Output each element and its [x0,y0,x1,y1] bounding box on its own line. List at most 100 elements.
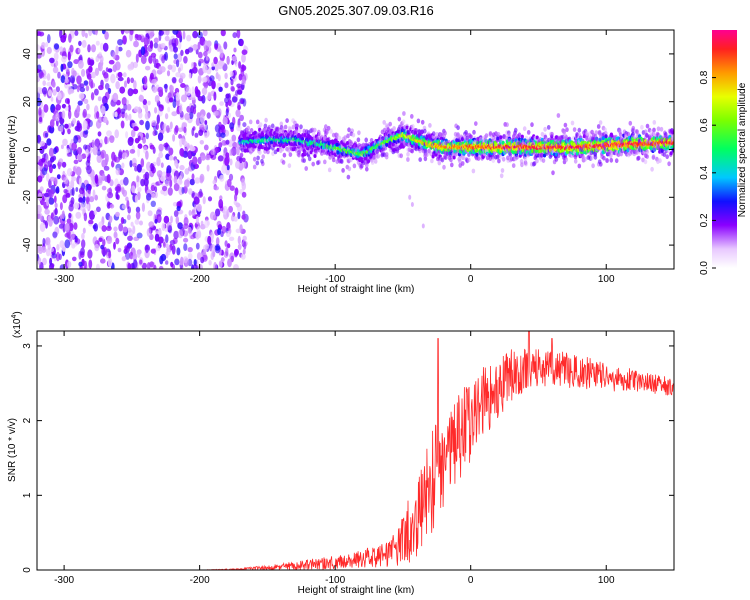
noise-speckle [175,215,179,225]
noise-speckle [78,261,83,267]
noise-speckle [127,206,131,214]
noise-speckle [226,164,230,171]
ridge-halo [398,124,402,130]
noise-speckle [242,122,247,128]
noise-speckle [130,221,134,227]
noise-speckle [138,94,144,102]
noise-speckle [61,55,67,63]
ridge-halo [273,149,278,155]
noise-speckle [158,30,164,37]
noise-speckle [56,244,60,251]
noise-speckle [123,176,129,186]
ridge-halo [307,156,312,162]
noise-speckle [134,166,138,172]
noise-speckle [158,152,164,159]
ridge-halo [515,154,519,160]
noise-speckle [231,134,237,142]
noise-speckle [166,125,170,134]
noise-speckle [117,247,122,253]
ridge-halo [507,132,511,138]
noise-speckle [60,75,66,84]
ridge-halo [565,127,569,133]
noise-speckle [88,259,93,269]
noise-speckle [178,105,183,114]
ridge-halo [239,152,244,158]
noise-speckle [219,174,225,182]
noise-speckle [151,120,158,127]
noise-speckle [160,162,164,168]
ridge-halo [541,158,546,164]
ridge-halo [546,125,551,130]
noise-speckle [218,60,225,67]
noise-speckle [137,191,141,201]
ridge-halo [260,158,264,164]
noise-speckle [232,141,238,149]
ridge-halo [360,163,364,169]
noise-speckle [52,155,57,161]
noise-speckle [43,104,49,113]
noise-speckle [208,259,212,266]
noise-speckle [214,124,221,133]
noise-speckle [201,77,207,83]
noise-speckle [225,247,229,257]
noise-speckle [124,30,130,34]
noise-speckle [115,211,120,217]
ridge-halo [362,160,366,166]
noise-speckle [106,130,112,137]
noise-speckle [145,132,149,140]
noise-speckle [155,58,159,65]
noise-speckle [129,30,134,36]
noise-speckle [149,144,155,150]
noise-speckle [106,225,112,231]
noise-speckle [90,71,96,79]
noise-speckle [181,186,185,195]
noise-speckle [126,103,132,111]
noise-speckle [241,49,248,55]
noise-speckle [240,253,246,260]
noise-speckle [65,192,71,198]
noise-speckle [230,78,234,86]
noise-speckle [92,236,98,245]
noise-speckle [75,187,79,192]
noise-speckle [184,168,190,175]
noise-speckle [121,187,125,195]
noise-speckle [219,206,224,212]
noise-speckle [48,218,53,227]
noise-speckle [44,132,49,138]
noise-speckle [110,73,116,84]
noise-speckle [77,100,83,106]
ridge-halo [291,124,296,130]
noise-speckle [158,104,165,112]
noise-speckle [153,264,157,269]
noise-speckle [87,57,91,66]
noise-speckle [199,140,204,145]
noise-speckle [165,234,169,244]
noise-speckle [171,64,177,73]
noise-speckle [67,61,73,69]
noise-speckle [48,189,54,198]
noise-speckle [160,253,167,262]
noise-speckle [117,71,123,78]
noise-speckle [163,215,170,224]
noise-speckle [67,260,72,268]
noise-speckle [59,46,63,52]
noise-speckle [115,45,119,55]
noise-speckle [149,261,154,268]
noise-speckle [126,214,131,221]
noise-speckle [198,58,205,64]
ridge-halo [416,118,421,124]
ridge-halo [331,157,336,163]
noise-speckle [203,144,209,151]
noise-speckle [187,253,193,260]
noise-speckle [67,128,71,135]
ridge-halo [252,164,257,170]
noise-speckle [210,154,217,161]
noise-speckle [79,83,85,89]
noise-speckle [64,106,69,111]
noise-speckle [200,114,205,124]
noise-speckle [145,65,151,71]
ridge-halo [593,154,598,160]
ridge-halo [352,163,357,169]
noise-speckle [220,257,225,263]
noise-speckle [156,214,162,223]
